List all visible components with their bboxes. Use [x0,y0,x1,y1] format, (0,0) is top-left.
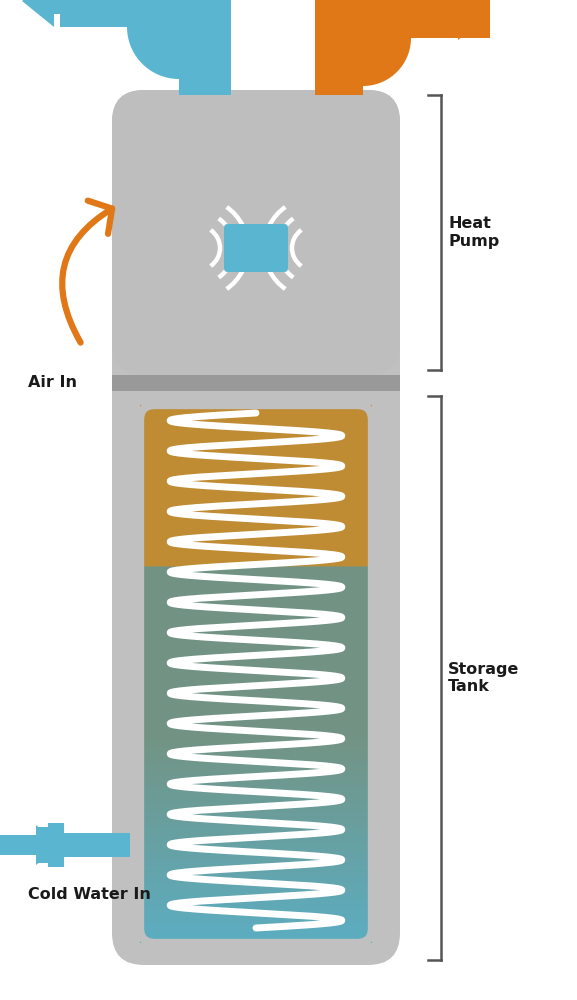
FancyBboxPatch shape [112,90,400,965]
Bar [315,0,363,38]
Text: Storage
Tank: Storage Tank [448,662,519,694]
Bar [112,375,400,391]
FancyArrowPatch shape [62,201,112,343]
Text: Cold Water In: Cold Water In [28,887,151,902]
Text: Heat
Pump: Heat Pump [448,216,499,249]
Polygon shape [48,823,64,867]
Bar [315,0,490,38]
Bar [50,833,130,857]
Polygon shape [127,27,179,79]
Polygon shape [0,825,60,865]
Polygon shape [38,827,52,863]
FancyBboxPatch shape [224,224,288,272]
Polygon shape [22,0,115,27]
FancyBboxPatch shape [112,90,400,375]
Bar [179,0,231,95]
Polygon shape [385,0,490,40]
Bar [315,0,363,95]
Text: Air In: Air In [28,375,77,390]
Polygon shape [363,38,411,86]
Bar [60,0,231,27]
